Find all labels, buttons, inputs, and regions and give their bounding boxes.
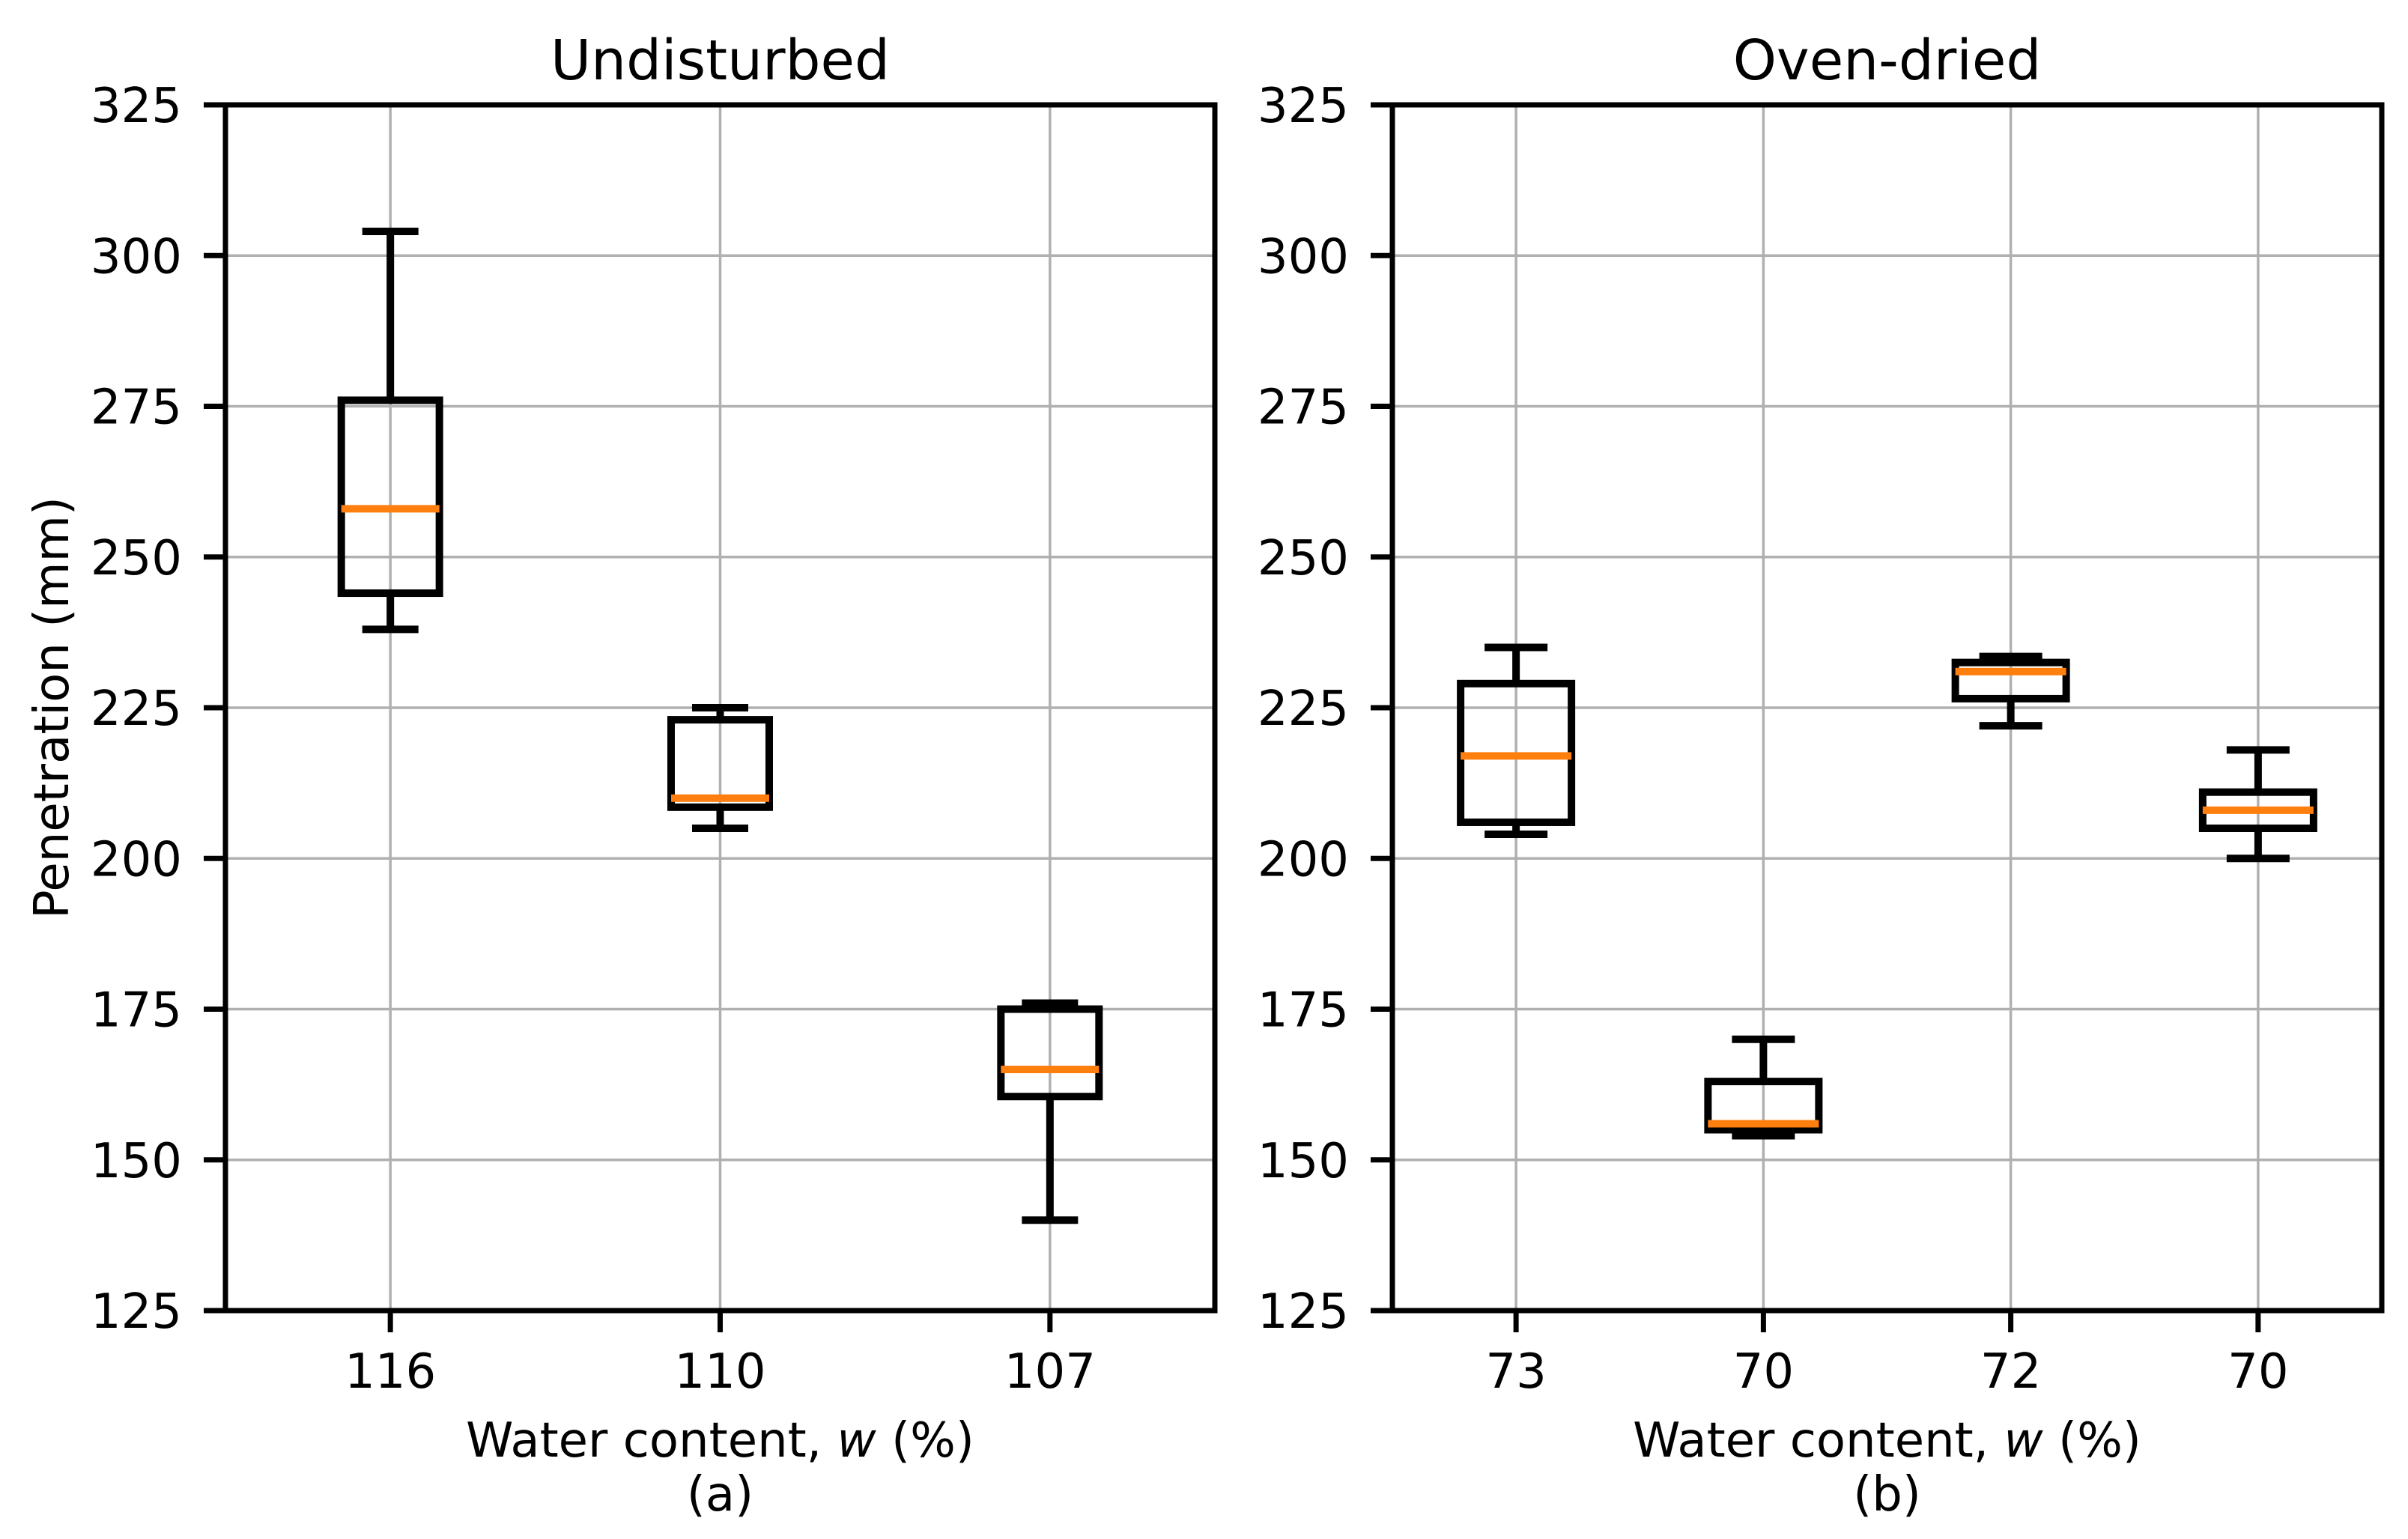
box-iqr <box>337 396 443 598</box>
y-tick-label: 300 <box>91 229 182 285</box>
x-tick-label: 70 <box>2227 1344 2288 1400</box>
axes-frame <box>222 102 1218 1314</box>
x-tick-label: 107 <box>1004 1344 1096 1400</box>
box-iqr <box>667 716 773 811</box>
panel-a-title: Undisturbed <box>551 28 890 93</box>
axes-frame <box>1389 102 2385 1314</box>
y-tick-label: 150 <box>1258 1134 1349 1189</box>
box-iqr <box>1704 1078 1823 1134</box>
panel-b-xlabel: Water content, w (%) <box>1392 1417 2382 1465</box>
y-tick-label: 275 <box>1258 380 1349 436</box>
xlabel-units: (%) <box>876 1413 974 1469</box>
y-tick-label: 150 <box>91 1134 182 1189</box>
panel-a-caption: (a) <box>686 1467 754 1523</box>
x-tick-label: 70 <box>1733 1344 1794 1400</box>
panel-b-caption: (b) <box>1853 1467 1921 1523</box>
panel-a-xlabel: Water content, w (%) <box>225 1417 1215 1465</box>
y-tick-label: 125 <box>1258 1284 1349 1340</box>
y-tick-label: 175 <box>1258 983 1349 1039</box>
xlabel-units: (%) <box>2042 1413 2141 1469</box>
y-tick-label: 200 <box>91 832 182 887</box>
x-tick-label: 73 <box>1485 1344 1546 1400</box>
y-tick-label: 250 <box>91 531 182 586</box>
y-tick-label: 325 <box>1258 79 1349 134</box>
y-tick-label: 300 <box>1258 229 1349 285</box>
xlabel-text: Water content, <box>1633 1413 2004 1469</box>
box-iqr <box>997 1005 1103 1101</box>
y-tick-label: 325 <box>91 79 182 134</box>
x-tick-label: 110 <box>674 1344 765 1400</box>
x-tick-label: 72 <box>1980 1344 2041 1400</box>
box-iqr <box>1951 658 2070 702</box>
y-tick-label: 200 <box>1258 832 1349 887</box>
y-tick-label: 225 <box>1258 682 1349 737</box>
y-tick-label: 175 <box>91 983 182 1039</box>
xlabel-variable: w <box>2004 1413 2043 1469</box>
y-tick-label: 125 <box>91 1284 182 1340</box>
panel-b-title: Oven-dried <box>1732 28 2042 93</box>
xlabel-text: Water content, <box>466 1413 837 1469</box>
y-axis-label: Penetration (mm) <box>25 497 80 919</box>
y-tick-label: 250 <box>1258 531 1349 586</box>
x-tick-label: 116 <box>345 1344 436 1400</box>
y-tick-label: 275 <box>91 380 182 436</box>
xlabel-variable: w <box>837 1413 876 1469</box>
y-tick-label: 225 <box>91 682 182 737</box>
